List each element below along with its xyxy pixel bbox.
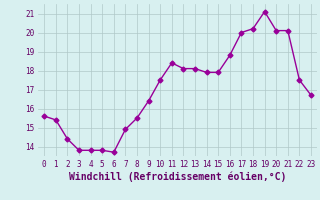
- X-axis label: Windchill (Refroidissement éolien,°C): Windchill (Refroidissement éolien,°C): [69, 172, 286, 182]
